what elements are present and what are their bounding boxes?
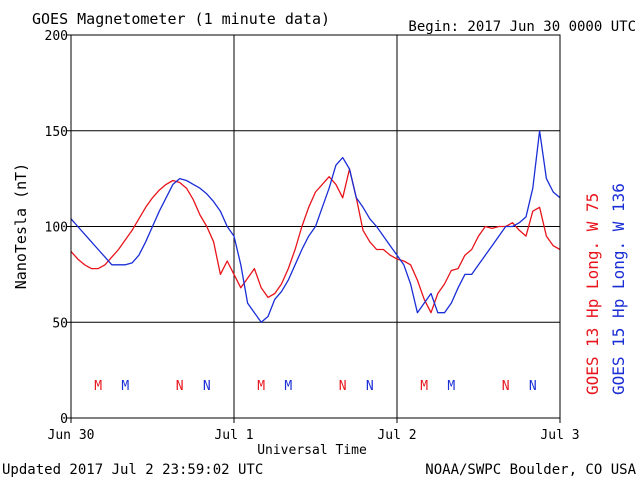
- y-tick-label: 50: [52, 316, 68, 331]
- x-tick-label: Jul 1: [214, 428, 253, 443]
- updated-timestamp: Updated 2017 Jul 2 23:59:02 UTC: [2, 462, 263, 478]
- credit-label: NOAA/SWPC Boulder, CO USA: [425, 462, 636, 478]
- series-layer: [70, 130, 561, 323]
- annotation-label: N: [529, 379, 537, 394]
- x-tick-label: Jul 3: [540, 428, 579, 443]
- legend-goes13: GOES 13 Hp Long. W 75: [583, 193, 602, 395]
- annotation-label: M: [257, 379, 265, 394]
- annotation-label: M: [121, 379, 129, 394]
- y-tick-label: 0: [60, 412, 68, 427]
- series-line-goes13: [70, 168, 561, 314]
- legend-goes15: GOES 15 Hp Long. W 136: [609, 183, 628, 395]
- annotation-label: M: [284, 379, 292, 394]
- y-tick-label: 100: [45, 221, 68, 236]
- annotation-label: N: [366, 379, 374, 394]
- annotation-label: M: [447, 379, 455, 394]
- annotation-label: N: [502, 379, 510, 394]
- chart-title: GOES Magnetometer (1 minute data): [32, 10, 330, 28]
- x-tick-label: Jul 2: [377, 428, 416, 443]
- annotation-label: M: [94, 379, 102, 394]
- series-line-goes15: [70, 130, 561, 323]
- y-tick-label: 150: [45, 125, 68, 140]
- annotation-label: N: [176, 379, 184, 394]
- annotation-label: N: [339, 379, 347, 394]
- x-axis-ticks: Jun 30 Jul 1 Jul 2 Jul 3: [48, 418, 580, 443]
- y-axis-label: NanoTesla (nT): [12, 163, 30, 289]
- x-tick-label: Jun 30: [48, 428, 95, 443]
- x-axis-label: Universal Time: [257, 443, 367, 458]
- y-tick-label: 200: [45, 29, 68, 44]
- annotation-label: M: [420, 379, 428, 394]
- y-axis-ticks: 0 50 100 150 200: [45, 29, 71, 427]
- begin-label: Begin: 2017 Jun 30 0000 UTC: [408, 19, 636, 35]
- annotation-label: N: [203, 379, 211, 394]
